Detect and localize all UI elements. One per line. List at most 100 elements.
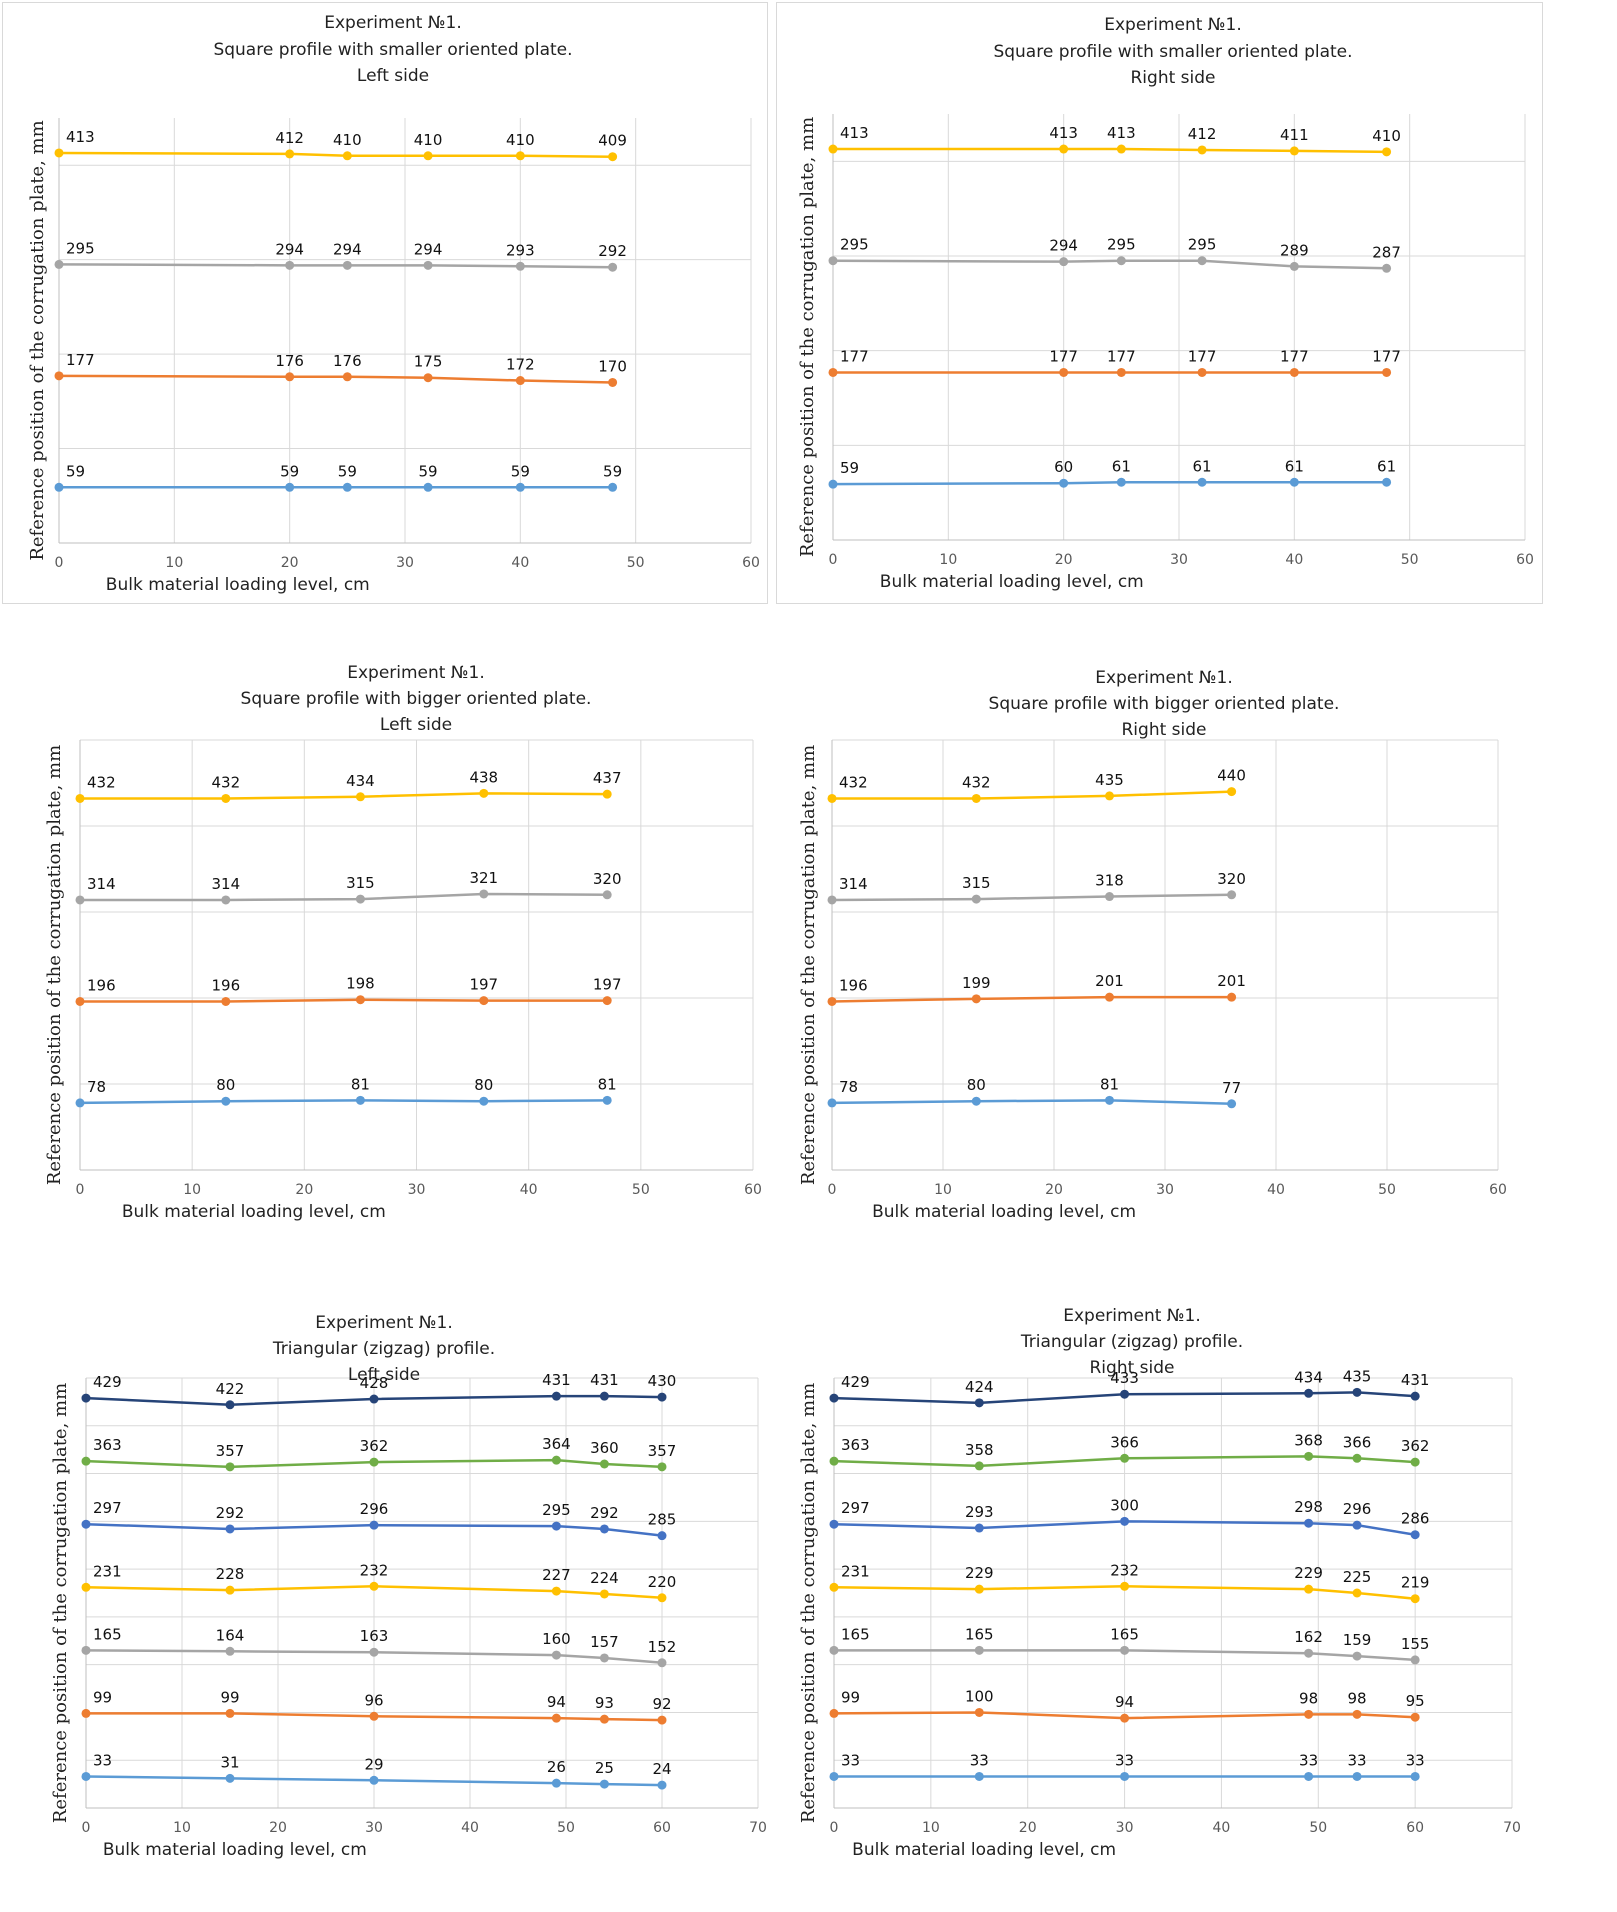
x-tick-label: 30 bbox=[365, 1820, 383, 1836]
x-axis-title: Bulk material loading level, cm bbox=[106, 575, 370, 595]
data-label: 81 bbox=[351, 1075, 370, 1093]
data-point bbox=[829, 1771, 839, 1781]
x-tick-label: 40 bbox=[461, 1820, 479, 1836]
chart-title-line: Square profile with bigger oriented plat… bbox=[989, 694, 1340, 714]
data-label: 33 bbox=[1406, 1751, 1425, 1769]
x-tick-label: 20 bbox=[281, 555, 299, 571]
data-point bbox=[1352, 1453, 1362, 1463]
data-label: 413 bbox=[840, 124, 869, 142]
data-label: 314 bbox=[211, 875, 240, 893]
data-point bbox=[369, 1775, 379, 1785]
data-point bbox=[608, 262, 618, 272]
gridlines bbox=[85, 1377, 759, 1809]
chart-title-line: Triangular (zigzag) profile. bbox=[1020, 1332, 1243, 1352]
series-line bbox=[85, 1522, 663, 1537]
data-label: 287 bbox=[1372, 243, 1401, 261]
data-label: 410 bbox=[1372, 127, 1401, 145]
x-tick-label: 10 bbox=[922, 1820, 940, 1836]
data-point bbox=[225, 1773, 235, 1783]
data-label: 289 bbox=[1280, 241, 1309, 259]
data-label: 61 bbox=[1193, 457, 1212, 475]
data-label: 59 bbox=[419, 462, 438, 480]
data-point bbox=[657, 1392, 667, 1402]
data-point bbox=[827, 793, 837, 803]
data-point bbox=[225, 1462, 235, 1472]
data-point bbox=[479, 889, 489, 899]
data-label: 295 bbox=[542, 1501, 571, 1519]
data-label: 297 bbox=[841, 1499, 870, 1517]
x-tick-label: 0 bbox=[55, 555, 64, 571]
x-tick-label: 50 bbox=[632, 1182, 650, 1198]
data-label: 429 bbox=[93, 1373, 122, 1391]
data-point bbox=[54, 482, 64, 492]
data-point bbox=[1227, 787, 1237, 797]
data-label: 430 bbox=[648, 1372, 677, 1390]
data-point bbox=[971, 994, 981, 1004]
series-2: 177 176 176 175 172 170 bbox=[54, 351, 627, 387]
chart-square-big-right: Experiment №1. Square profile with bigger… bbox=[778, 660, 1526, 1240]
series-line bbox=[85, 1775, 663, 1787]
data-label: 285 bbox=[648, 1511, 677, 1529]
data-label: 428 bbox=[360, 1374, 389, 1392]
data-label: 61 bbox=[1285, 457, 1304, 475]
data-point bbox=[1116, 367, 1126, 377]
data-label: 368 bbox=[1294, 1431, 1323, 1449]
series-4: 165 165 165 162 159 155 bbox=[829, 1625, 1429, 1665]
data-point bbox=[221, 1096, 231, 1106]
data-point bbox=[515, 482, 525, 492]
series-line bbox=[833, 1711, 1416, 1720]
x-axis-title: Bulk material loading level, cm bbox=[880, 572, 1144, 592]
chart-title-line: Experiment №1. bbox=[324, 13, 462, 33]
data-label: 231 bbox=[93, 1562, 122, 1580]
data-point bbox=[827, 1098, 837, 1108]
data-label: 99 bbox=[220, 1688, 239, 1706]
data-label: 165 bbox=[1110, 1625, 1139, 1643]
data-point bbox=[81, 1771, 91, 1781]
data-label: 410 bbox=[506, 131, 535, 149]
data-label: 80 bbox=[967, 1076, 986, 1094]
data-point bbox=[1304, 1709, 1314, 1719]
chart-title-line: Triangular (zigzag) profile. bbox=[272, 1339, 495, 1359]
data-point bbox=[608, 377, 618, 387]
data-label: 358 bbox=[965, 1441, 994, 1459]
data-point bbox=[369, 1394, 379, 1404]
data-point bbox=[369, 1457, 379, 1467]
data-label: 412 bbox=[1188, 125, 1217, 143]
data-point bbox=[1410, 1391, 1420, 1401]
data-point bbox=[285, 372, 295, 382]
series-6: 33 31 29 26 25 24 bbox=[81, 1751, 672, 1790]
data-point bbox=[1410, 1771, 1420, 1781]
series-line bbox=[79, 1099, 608, 1105]
data-point bbox=[1382, 263, 1392, 273]
data-point bbox=[971, 894, 981, 904]
data-point bbox=[828, 367, 838, 377]
data-label: 363 bbox=[93, 1436, 122, 1454]
data-point bbox=[1382, 367, 1392, 377]
series-line bbox=[831, 995, 1232, 1003]
data-label: 314 bbox=[839, 875, 868, 893]
data-label: 33 bbox=[970, 1751, 989, 1769]
x-tick-label: 10 bbox=[173, 1820, 191, 1836]
series-2: 196 196 198 197 197 bbox=[75, 975, 622, 1006]
data-point bbox=[423, 151, 433, 161]
x-tick-label: 0 bbox=[828, 1182, 837, 1198]
data-point bbox=[599, 1524, 609, 1534]
data-point bbox=[1120, 1645, 1130, 1655]
data-point bbox=[1105, 791, 1114, 801]
data-label: 364 bbox=[542, 1435, 571, 1453]
series-line bbox=[832, 790, 1232, 800]
series-line bbox=[80, 792, 608, 800]
chart-svg: Experiment №1. Square profile with bigger… bbox=[44, 663, 762, 1222]
data-point bbox=[342, 151, 352, 161]
data-point bbox=[974, 1707, 984, 1717]
series-2: 297 292 296 295 292 285 bbox=[81, 1499, 677, 1541]
x-tick-label: 50 bbox=[557, 1820, 575, 1836]
series-line bbox=[85, 1585, 663, 1600]
data-label: 78 bbox=[87, 1078, 106, 1096]
x-tick-label: 50 bbox=[1309, 1820, 1327, 1836]
data-point bbox=[423, 373, 433, 383]
data-point bbox=[599, 1391, 609, 1401]
data-point bbox=[355, 995, 365, 1005]
data-point bbox=[1304, 1584, 1314, 1594]
data-point bbox=[657, 1780, 667, 1790]
